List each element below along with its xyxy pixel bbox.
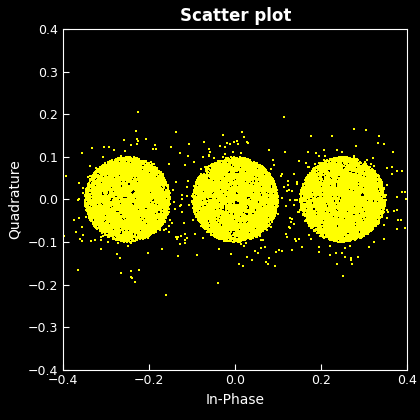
Channel 1 [106,178,111,183]
Y-axis label: Quadrature: Quadrature [8,160,22,239]
Channel 1 [371,212,376,217]
Channel 1 [123,231,129,236]
Channel 1 [270,196,275,201]
Channel 1 [110,171,115,176]
Channel 1 [163,292,168,297]
Line: Channel 1: Channel 1 [52,110,420,296]
X-axis label: In-Phase: In-Phase [206,393,265,407]
Title: Scatter plot: Scatter plot [179,7,291,25]
Channel 1 [298,205,303,210]
Channel 1 [378,187,383,192]
Channel 1 [135,109,140,114]
Channel 1 [113,176,118,181]
